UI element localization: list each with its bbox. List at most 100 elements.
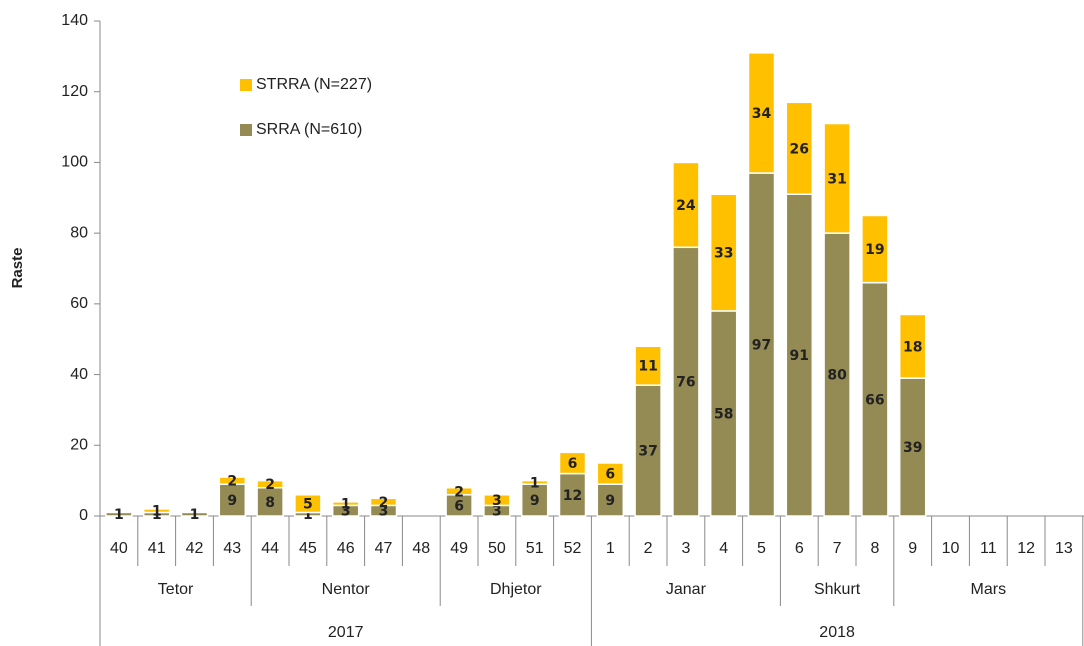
- data-label: 9: [605, 493, 615, 509]
- data-label: 5: [303, 497, 313, 513]
- data-label: 11: [638, 359, 657, 375]
- bar-segment: [294, 494, 322, 514]
- month-label: Janar: [666, 581, 707, 598]
- data-label: 9: [227, 493, 237, 509]
- data-label: 1: [530, 475, 540, 491]
- data-label: 3: [379, 504, 389, 520]
- x-tick-label: 41: [148, 540, 166, 557]
- bar-segment: [331, 501, 360, 507]
- data-label: 33: [714, 246, 733, 262]
- x-tick-label: 4: [719, 540, 728, 557]
- data-label: 12: [563, 488, 582, 504]
- data-label: 39: [903, 440, 922, 456]
- x-tick-label: 10: [942, 540, 960, 557]
- bar-segment: [785, 101, 814, 195]
- x-tick-label: 49: [450, 540, 468, 557]
- data-label: 26: [790, 141, 809, 157]
- x-tick-label: 13: [1055, 540, 1073, 557]
- data-label: 3: [492, 504, 502, 520]
- bar-segment: [747, 52, 776, 174]
- y-tick-label: 40: [70, 366, 88, 383]
- x-tick-label: 2: [644, 540, 653, 557]
- data-label: 1: [152, 507, 162, 523]
- x-tick-label: 46: [337, 540, 355, 557]
- bar-segment: [898, 313, 927, 379]
- data-label: 1: [114, 507, 124, 523]
- bar-segment: [747, 172, 776, 517]
- data-label: 97: [752, 338, 771, 354]
- x-tick-label: 8: [870, 540, 879, 557]
- bar-segment: [634, 345, 662, 386]
- legend-label: SRRA (N=610): [256, 121, 362, 138]
- bar-segment: [218, 483, 247, 517]
- bar-segment: [256, 479, 284, 489]
- x-tick-label: 3: [681, 540, 690, 557]
- data-label: 58: [714, 406, 733, 422]
- x-tick-label: 43: [223, 540, 241, 557]
- y-tick-label: 140: [61, 12, 88, 29]
- x-tick-label: 40: [110, 540, 128, 557]
- bar-segment: [823, 232, 851, 517]
- x-tick-label: 7: [833, 540, 842, 557]
- data-label: 66: [865, 392, 884, 408]
- data-label: 18: [903, 339, 922, 355]
- data-label: 2: [379, 495, 389, 511]
- y-tick-label: 60: [70, 295, 88, 312]
- data-label: 91: [790, 348, 809, 364]
- data-label: 1: [303, 507, 313, 523]
- bar-segment: [558, 451, 587, 475]
- legend-swatch: [240, 124, 252, 136]
- month-label: Mars: [971, 581, 1007, 598]
- data-label: 2: [227, 474, 237, 490]
- bar-segment: [218, 476, 247, 485]
- bar-segment: [672, 161, 700, 249]
- data-label: 1: [152, 504, 162, 520]
- y-tick-label: 120: [61, 83, 88, 100]
- x-tick-label: 50: [488, 540, 506, 557]
- bar-segment: [520, 483, 549, 517]
- x-tick-label: 51: [526, 540, 544, 557]
- bar-segment: [596, 462, 625, 485]
- bar-segment: [596, 483, 625, 517]
- data-label: 2: [454, 484, 464, 500]
- data-label: 24: [676, 198, 696, 214]
- data-label: 6: [568, 456, 578, 472]
- x-tick-label: 6: [795, 540, 804, 557]
- x-tick-label: 12: [1017, 540, 1035, 557]
- data-label: 9: [530, 493, 540, 509]
- bar-segment: [105, 511, 133, 517]
- data-label: 1: [341, 497, 351, 513]
- x-tick-label: 5: [757, 540, 766, 557]
- legend-label: STRRA (N=227): [256, 76, 372, 93]
- data-label: 1: [190, 507, 200, 523]
- data-label: 8: [265, 495, 275, 511]
- data-label: 2: [265, 477, 275, 493]
- x-tick-label: 47: [375, 540, 393, 557]
- data-label: 37: [638, 444, 657, 460]
- bar-segment: [709, 310, 738, 517]
- data-label: 76: [676, 375, 695, 391]
- year-label: 2017: [328, 624, 364, 641]
- bar-segment: [483, 494, 511, 507]
- x-tick-label: 48: [412, 540, 430, 557]
- y-tick-label: 0: [79, 507, 88, 524]
- bar-segment: [709, 193, 738, 312]
- month-label: Tetor: [158, 581, 194, 598]
- x-tick-label: 45: [299, 540, 317, 557]
- bar-segment: [520, 479, 549, 485]
- data-label: 6: [605, 467, 615, 483]
- data-label: 31: [827, 171, 846, 187]
- x-tick-label: 1: [606, 540, 615, 557]
- bar-segment: [142, 508, 171, 514]
- y-axis-label: Raste: [9, 248, 26, 289]
- data-label: 19: [865, 242, 884, 258]
- data-label: 34: [752, 106, 772, 122]
- x-tick-label: 42: [186, 540, 204, 557]
- x-tick-label: 9: [908, 540, 917, 557]
- bar-segment: [672, 246, 700, 517]
- year-label: 2018: [819, 624, 855, 641]
- bar-segment: [369, 497, 398, 507]
- month-label: Shkurt: [814, 581, 861, 598]
- data-label: 3: [341, 504, 351, 520]
